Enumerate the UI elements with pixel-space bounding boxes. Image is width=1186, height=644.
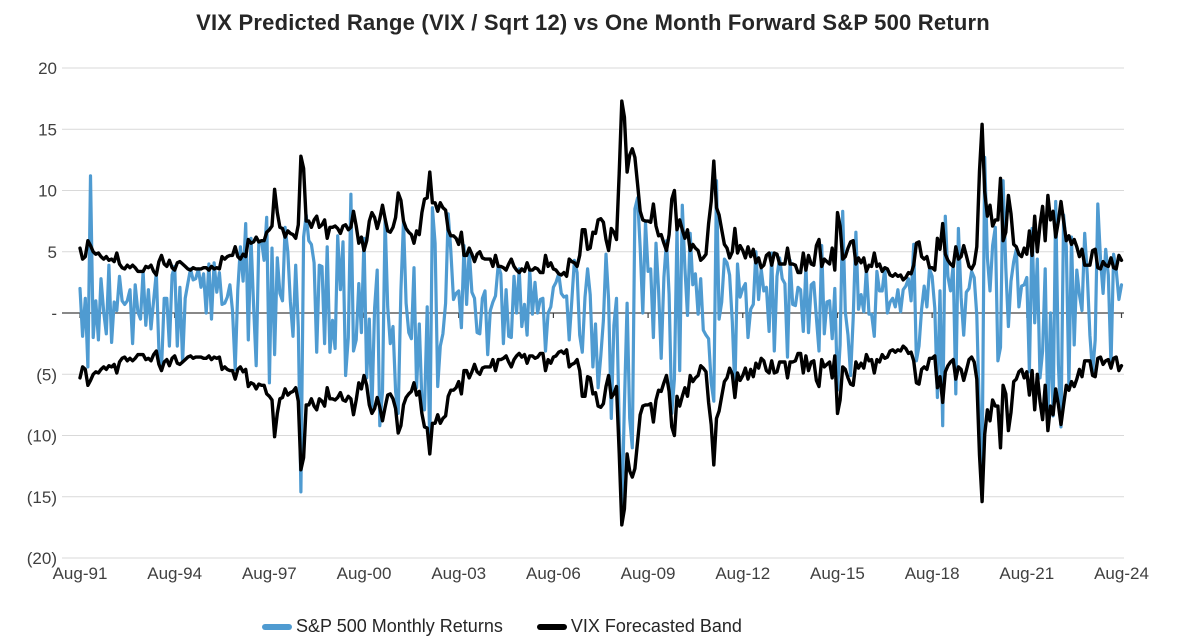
legend-item-sp500: S&P 500 Monthly Returns	[262, 616, 503, 637]
x-axis-label: Aug-18	[905, 564, 960, 583]
sp500-returns-line	[78, 155, 1124, 522]
x-axis-label: Aug-06	[526, 564, 581, 583]
legend-label-sp500: S&P 500 Monthly Returns	[296, 616, 503, 636]
x-axis-label: Aug-15	[810, 564, 865, 583]
y-axis-label: (20)	[27, 549, 57, 568]
x-axis-label: Aug-94	[147, 564, 202, 583]
legend: S&P 500 Monthly Returns VIX Forecasted B…	[0, 616, 1095, 637]
y-axis-label: (10)	[27, 427, 57, 446]
vix-band-line-swatch	[536, 623, 567, 630]
legend-label-vix-band: VIX Forecasted Band	[570, 616, 742, 636]
vix-band-upper-line	[78, 99, 1124, 282]
legend-item-vix-band: VIX Forecasted Band	[536, 616, 742, 637]
vix-band-lower-line	[78, 344, 1124, 527]
x-axis-label: Aug-97	[242, 564, 297, 583]
x-axis-label: Aug-00	[337, 564, 392, 583]
x-axis-label: Aug-09	[621, 564, 676, 583]
sp500-line-swatch	[262, 623, 293, 630]
x-axis-label: Aug-12	[715, 564, 770, 583]
y-axis-label: (5)	[36, 365, 57, 384]
y-axis-label: 20	[38, 59, 57, 78]
x-axis-label: Aug-21	[999, 564, 1054, 583]
x-axis-label: Aug-91	[53, 564, 108, 583]
x-axis-label: Aug-03	[431, 564, 486, 583]
y-axis-label: 15	[38, 120, 57, 139]
y-axis-label: -	[51, 304, 57, 323]
y-axis-label: (15)	[27, 488, 57, 507]
y-axis-label: 5	[48, 243, 57, 262]
x-axis-label: Aug-24	[1094, 564, 1149, 583]
y-axis-label: 10	[38, 182, 57, 201]
chart-title: VIX Predicted Range (VIX / Sqrt 12) vs O…	[196, 10, 990, 35]
